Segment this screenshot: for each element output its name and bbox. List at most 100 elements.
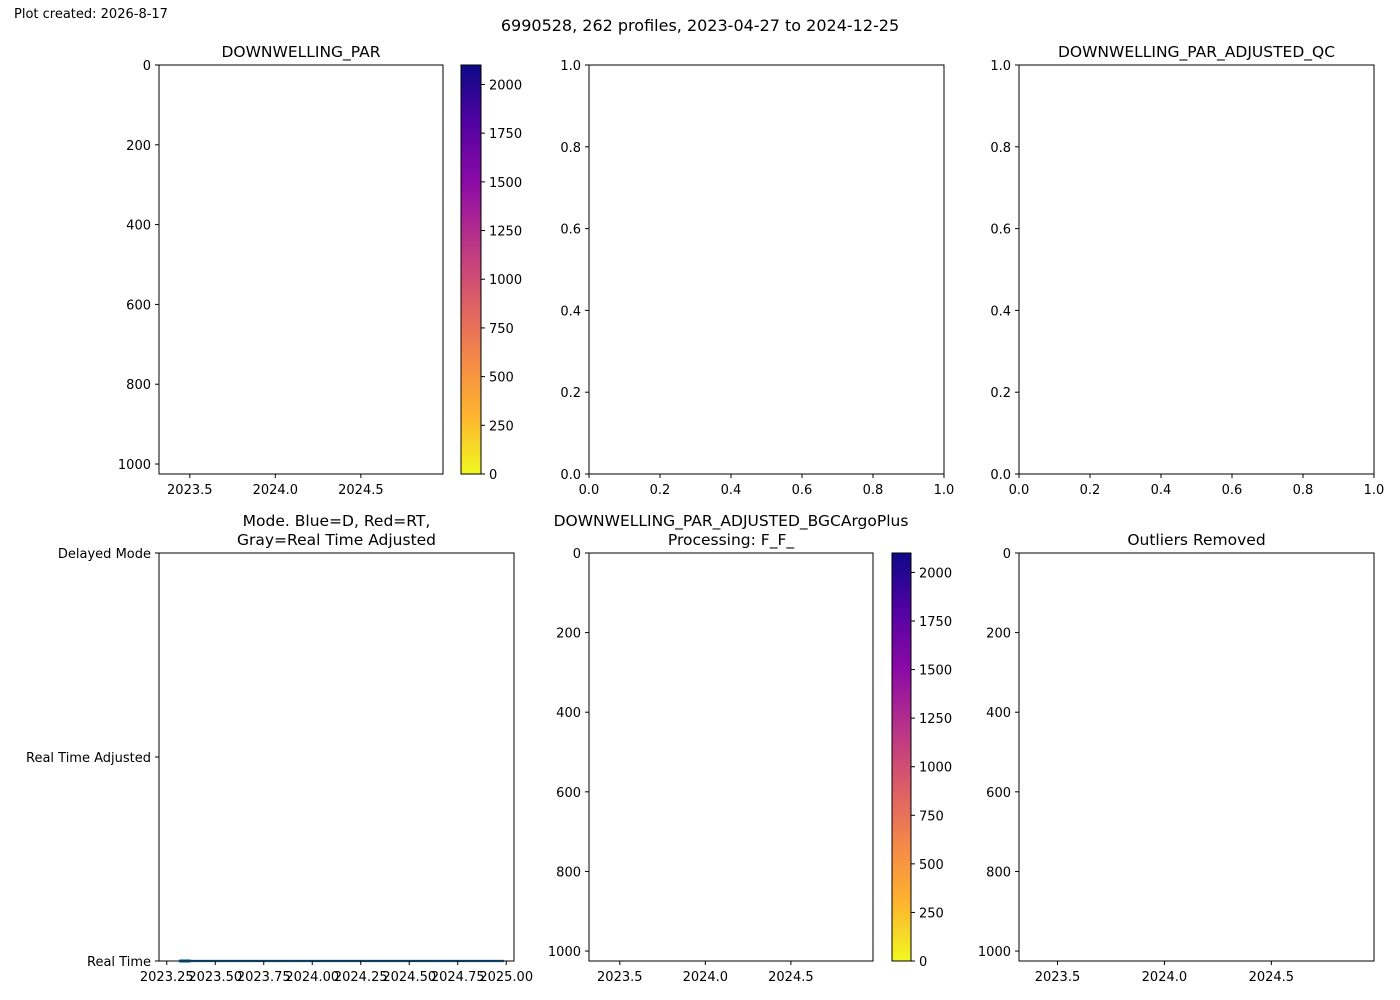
x-tick-label: 2024.5	[768, 970, 814, 985]
panel-title: DOWNWELLING_PAR_ADJUSTED_QC	[1058, 43, 1335, 62]
y-tick-label: 400	[556, 706, 581, 721]
colorbar-tick-label: 2000	[489, 78, 522, 93]
colorbar-gradient	[460, 64, 482, 475]
y-tick-label: 800	[986, 865, 1011, 880]
y-tick-label: 1000	[548, 945, 581, 960]
y-tick-label: 200	[986, 627, 1011, 642]
x-tick-label: 2024.00	[285, 970, 339, 985]
axes-frame	[588, 64, 945, 475]
y-tick-label: 0	[573, 547, 581, 562]
colorbar-adjusted-bgcargoplus: 0 250 500 750 1000 1250 1500 1750 2000	[891, 552, 952, 970]
x-tick-label: 0.8	[863, 483, 884, 498]
colorbar-tick-label: 1250	[919, 712, 952, 727]
panel-mode: 2023.252023.502023.752024.002024.252024.…	[26, 512, 533, 985]
y-tick-label: 400	[986, 706, 1011, 721]
x-tick-label: 0.0	[1009, 483, 1030, 498]
y-tick-label: 200	[556, 627, 581, 642]
y-tick-label: 1.0	[560, 59, 581, 74]
x-tick-label: 2023.5	[597, 970, 643, 985]
x-tick-label: 2024.0	[253, 483, 299, 498]
y-tick-label: 0.2	[560, 386, 581, 401]
colorbar-tick-label: 750	[919, 809, 944, 824]
panel-empty-middle: 0.0 0.2 0.4 0.6 0.8 1.0 0.0 0.2 0.4 0.6 0.8 1.0	[560, 59, 954, 498]
x-tick-label: 0.2	[1080, 483, 1101, 498]
x-tick-label: 2024.5	[338, 483, 384, 498]
x-tick-label: 0.6	[792, 483, 813, 498]
y-tick-label: 800	[126, 378, 151, 393]
colorbar-tick-label: 250	[489, 419, 514, 434]
panel-title: DOWNWELLING_PAR_ADJUSTED_BGCArgoPlus	[554, 512, 909, 531]
y-tick-label: 0.0	[560, 468, 581, 483]
x-tick-label: 2024.0	[683, 970, 729, 985]
panel-adjusted-bgcargoplus: 2023.5 2024.0 2024.5 0 200 400 600 800 1000 DOWNW…	[548, 512, 952, 985]
x-tick-label: 2024.5	[1249, 970, 1295, 985]
y-tick-label: 800	[556, 865, 581, 880]
colorbar-tick-label: 1000	[919, 761, 952, 776]
colorbar-downwelling-par: 0 250 500 750 1000 1250 1500 1750 2000	[460, 64, 522, 483]
colorbar-tick-label: 1750	[489, 127, 522, 142]
y-tick-label: 0.0	[990, 468, 1011, 483]
panel-title: DOWNWELLING_PAR	[221, 43, 380, 62]
colorbar-gradient	[891, 552, 912, 962]
y-tick-label: 600	[126, 298, 151, 313]
axes-frame	[1018, 64, 1375, 475]
colorbar-tick-label: 750	[489, 322, 514, 337]
y-tick-label: 600	[556, 786, 581, 801]
y-tick-label: 0.2	[990, 386, 1011, 401]
y-tick-label: 1000	[118, 458, 151, 473]
figure-suptitle: 6990528, 262 profiles, 2023-04-27 to 202…	[500, 16, 900, 35]
colorbar-tick-label: 2000	[919, 566, 952, 581]
y-tick-label: Delayed Mode	[58, 547, 151, 562]
panel-downwelling-par: 2023.5 2024.0 2024.5 0 200 400 600 800 1000 DOWNW…	[118, 43, 522, 498]
x-tick-label: 2023.75	[237, 970, 291, 985]
colorbar-tick-label: 500	[919, 858, 944, 873]
x-tick-label: 1.0	[934, 483, 955, 498]
x-tick-label: 2024.75	[431, 970, 485, 985]
x-tick-label: 2024.50	[382, 970, 436, 985]
x-tick-label: 2024.0	[1142, 970, 1188, 985]
colorbar-tick-label: 250	[919, 906, 944, 921]
y-tick-label: 0.4	[990, 304, 1011, 319]
y-tick-label: 400	[126, 219, 151, 234]
x-tick-label: 2023.25	[140, 970, 194, 985]
x-tick-label: 2023.50	[188, 970, 242, 985]
colorbar-tick-label: 1250	[489, 225, 522, 240]
x-tick-label: 2024.25	[334, 970, 388, 985]
y-tick-label: 0	[143, 59, 151, 74]
panel-outliers-removed: 2023.5 2024.0 2024.5 0 200 400 600 800 1000 Outli…	[978, 531, 1375, 985]
colorbar-tick-label: 1000	[489, 273, 522, 288]
y-tick-label: 1000	[978, 945, 1011, 960]
y-tick-label: 200	[126, 139, 151, 154]
y-tick-label: 0.6	[990, 223, 1011, 238]
panel-title: Processing: F_F_	[668, 531, 794, 550]
x-tick-label: 1.0	[1364, 483, 1385, 498]
colorbar-tick-label: 1500	[489, 176, 522, 191]
y-tick-label: 600	[986, 786, 1011, 801]
x-tick-label: 2023.5	[1035, 970, 1081, 985]
plot-created-label: Plot created: 2026-8-17	[14, 7, 168, 22]
x-tick-label: 0.4	[1151, 483, 1172, 498]
x-tick-label: 0.4	[721, 483, 742, 498]
x-tick-label: 0.0	[579, 483, 600, 498]
colorbar-tick-label: 1750	[919, 615, 952, 630]
y-tick-label: 0.4	[560, 304, 581, 319]
y-tick-label: 0.6	[560, 223, 581, 238]
axes-frame	[1018, 552, 1375, 962]
colorbar-tick-label: 0	[489, 468, 497, 483]
y-tick-label: Real Time	[87, 955, 151, 970]
y-tick-label: 0	[1003, 547, 1011, 562]
axes-frame	[158, 552, 515, 962]
x-tick-label: 0.6	[1222, 483, 1243, 498]
x-tick-label: 2023.5	[167, 483, 213, 498]
panel-title: Outliers Removed	[1127, 531, 1265, 549]
panel-adjusted-qc: 0.0 0.2 0.4 0.6 0.8 1.0 0.0 0.2 0.4 0.6 0.8 1.0 DOWN…	[990, 43, 1384, 498]
y-tick-label: 1.0	[990, 59, 1011, 74]
y-tick-label: Real Time Adjusted	[26, 751, 151, 766]
y-tick-label: 0.8	[990, 141, 1011, 156]
y-tick-label: 0.8	[560, 141, 581, 156]
axes-frame	[158, 64, 444, 475]
panel-title: Gray=Real Time Adjusted	[237, 531, 436, 549]
x-tick-label: 0.2	[650, 483, 671, 498]
colorbar-tick-label: 1500	[919, 664, 952, 679]
